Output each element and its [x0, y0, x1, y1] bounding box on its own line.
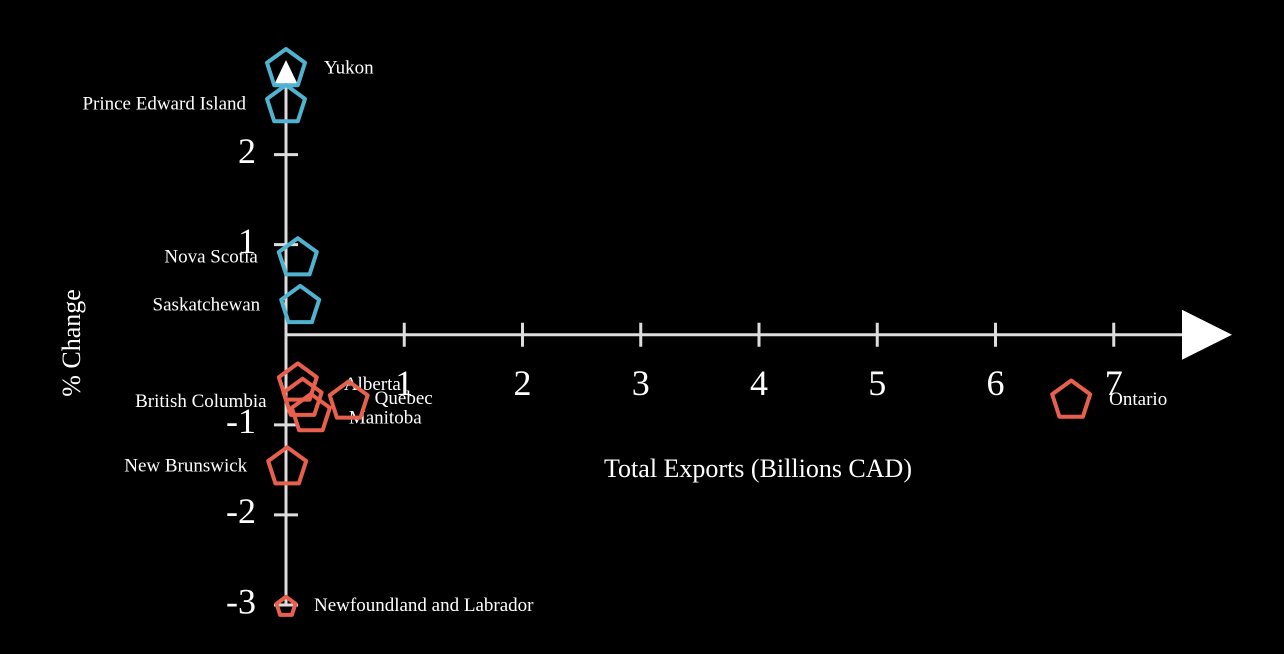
y-tick-label: -2 [226, 491, 256, 531]
point [281, 376, 324, 417]
point [1050, 378, 1093, 419]
point [266, 445, 309, 486]
point [276, 361, 319, 402]
point-label: Newfoundland and Labrador [314, 595, 534, 616]
x-axis-label: Total Exports (Billions CAD) [604, 454, 912, 483]
point-label: Prince Edward Island [82, 93, 246, 114]
x-tick-label: 1 [395, 363, 413, 403]
x-tick-label: 7 [1105, 363, 1123, 403]
point-label: Ontario [1109, 389, 1167, 410]
point-label: Yukon [324, 57, 374, 78]
point-label: Nova Scotia [164, 247, 258, 268]
x-tick-label: 5 [868, 363, 886, 403]
y-tick-label: 2 [238, 131, 256, 171]
point [279, 283, 322, 325]
y-axis-label: % Change [57, 289, 86, 397]
point [274, 594, 298, 617]
point-label: New Brunswick [124, 456, 247, 477]
point-label: British Columbia [135, 391, 267, 412]
point-label: Manitoba [349, 407, 422, 428]
x-tick-label: 4 [750, 363, 768, 403]
point [265, 83, 307, 124]
y-tick-label: -1 [226, 401, 256, 441]
x-axis-arrow [1182, 309, 1232, 360]
y-axis-arrow [274, 60, 298, 85]
y-tick-label: -3 [226, 581, 256, 621]
y-tick-label: 1 [238, 221, 256, 261]
x-tick-label: 3 [632, 363, 650, 403]
point [276, 236, 319, 277]
x-tick-label: 6 [987, 363, 1005, 403]
point [289, 392, 332, 433]
point-label: Saskatchewan [153, 294, 261, 315]
x-tick-label: 2 [514, 363, 532, 403]
point [327, 379, 370, 420]
point-label: Quebec [375, 388, 433, 409]
